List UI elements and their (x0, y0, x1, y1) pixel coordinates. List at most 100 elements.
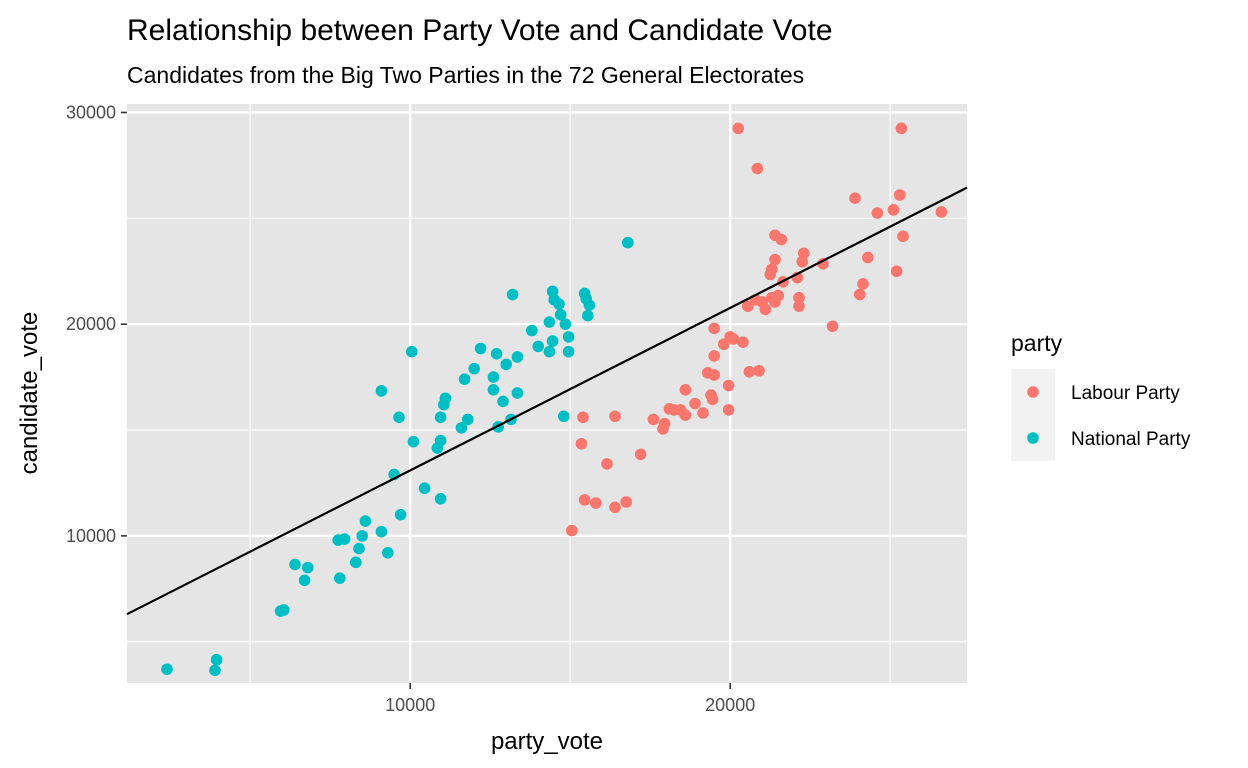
point-national-party (622, 236, 634, 249)
point-national-party (487, 383, 500, 396)
point-national-party (375, 385, 388, 397)
point-labour-party (849, 192, 861, 205)
legend-key-national-party (1027, 432, 1039, 444)
point-labour-party (769, 296, 781, 308)
point-labour-party (895, 122, 908, 135)
point-labour-party (751, 162, 764, 175)
point-labour-party (609, 501, 621, 514)
point-labour-party (708, 350, 720, 362)
data-points (161, 122, 948, 677)
point-labour-party (620, 496, 632, 508)
point-national-party (559, 318, 572, 330)
y-axis-title: candidate_vote (16, 312, 43, 475)
point-national-party (554, 308, 567, 321)
point-national-party (511, 351, 524, 363)
point-national-party (434, 493, 447, 505)
point-national-party (298, 574, 311, 587)
point-labour-party (679, 383, 692, 396)
point-labour-party (862, 251, 874, 264)
x-tick-label: 20000 (705, 695, 755, 715)
point-labour-party (722, 379, 735, 392)
point-national-party (210, 653, 223, 666)
point-national-party (583, 299, 596, 311)
trend-line (126, 186, 968, 616)
legend-key-background (1011, 369, 1055, 461)
point-labour-party (647, 413, 660, 426)
point-national-party (500, 358, 512, 371)
point-labour-party (887, 204, 900, 216)
point-national-party (438, 398, 450, 411)
point-national-party (511, 387, 524, 399)
point-labour-party (759, 303, 772, 316)
point-labour-party (769, 253, 781, 266)
point-national-party (582, 309, 594, 322)
y-axis: 10000 20000 30000 (66, 102, 127, 546)
point-national-party (543, 316, 556, 328)
chart-title: Relationship between Party Vote and Cand… (127, 14, 833, 47)
chart-subtitle: Candidates from the Big Two Parties in t… (127, 62, 804, 88)
point-national-party (334, 572, 346, 585)
point-labour-party (679, 409, 692, 421)
point-national-party (434, 411, 447, 424)
point-national-party (526, 324, 538, 337)
point-labour-party (732, 122, 744, 135)
point-labour-party (697, 407, 709, 419)
point-national-party (532, 340, 544, 353)
trend-line-layer (126, 186, 968, 616)
point-labour-party (753, 364, 765, 377)
point-national-party (289, 558, 301, 571)
point-labour-party (793, 291, 805, 304)
legend-key-labour-party (1027, 386, 1039, 398)
x-axis: 10000 20000 (385, 683, 755, 715)
point-national-party (359, 515, 372, 527)
point-labour-party (743, 366, 756, 378)
point-national-party (278, 604, 290, 616)
point-labour-party (737, 336, 749, 348)
point-national-party (394, 508, 407, 521)
point-labour-party (817, 258, 829, 270)
point-labour-party (826, 320, 839, 333)
point-labour-party (601, 458, 613, 470)
point-labour-party (575, 437, 588, 450)
point-labour-party (577, 411, 589, 424)
point-national-party (487, 371, 500, 383)
y-tick-label: 20000 (66, 314, 116, 334)
point-labour-party (854, 288, 866, 301)
point-national-party (506, 288, 519, 301)
point-labour-party (796, 255, 808, 268)
point-national-party (382, 547, 394, 559)
point-labour-party (793, 300, 805, 312)
point-national-party (431, 442, 444, 454)
point-national-party (406, 345, 418, 358)
point-national-party (338, 533, 351, 545)
legend-title: party (1011, 330, 1063, 356)
y-tick-label: 10000 (66, 526, 116, 546)
point-labour-party (657, 423, 669, 435)
point-labour-party (775, 233, 788, 246)
point-national-party (562, 345, 575, 358)
legend-label-national-party: National Party (1071, 429, 1191, 450)
point-national-party (161, 663, 173, 676)
point-national-party (353, 542, 365, 555)
point-national-party (393, 411, 405, 424)
point-labour-party (871, 207, 884, 219)
x-axis-title: party_vote (491, 728, 603, 755)
point-labour-party (727, 333, 740, 345)
legend-label-labour-party: Labour Party (1071, 383, 1180, 404)
point-labour-party (857, 278, 869, 290)
x-tick-label: 10000 (385, 695, 435, 715)
point-labour-party (722, 404, 735, 416)
point-national-party (474, 342, 487, 355)
point-labour-party (742, 300, 754, 312)
point-labour-party (708, 322, 720, 335)
point-labour-party (718, 338, 730, 351)
point-national-party (407, 435, 420, 448)
point-national-party (546, 335, 559, 347)
point-national-party (543, 345, 556, 358)
point-labour-party (609, 410, 621, 423)
point-labour-party (566, 524, 578, 537)
point-national-party (553, 298, 565, 310)
point-national-party (356, 530, 369, 542)
point-national-party (558, 410, 570, 423)
